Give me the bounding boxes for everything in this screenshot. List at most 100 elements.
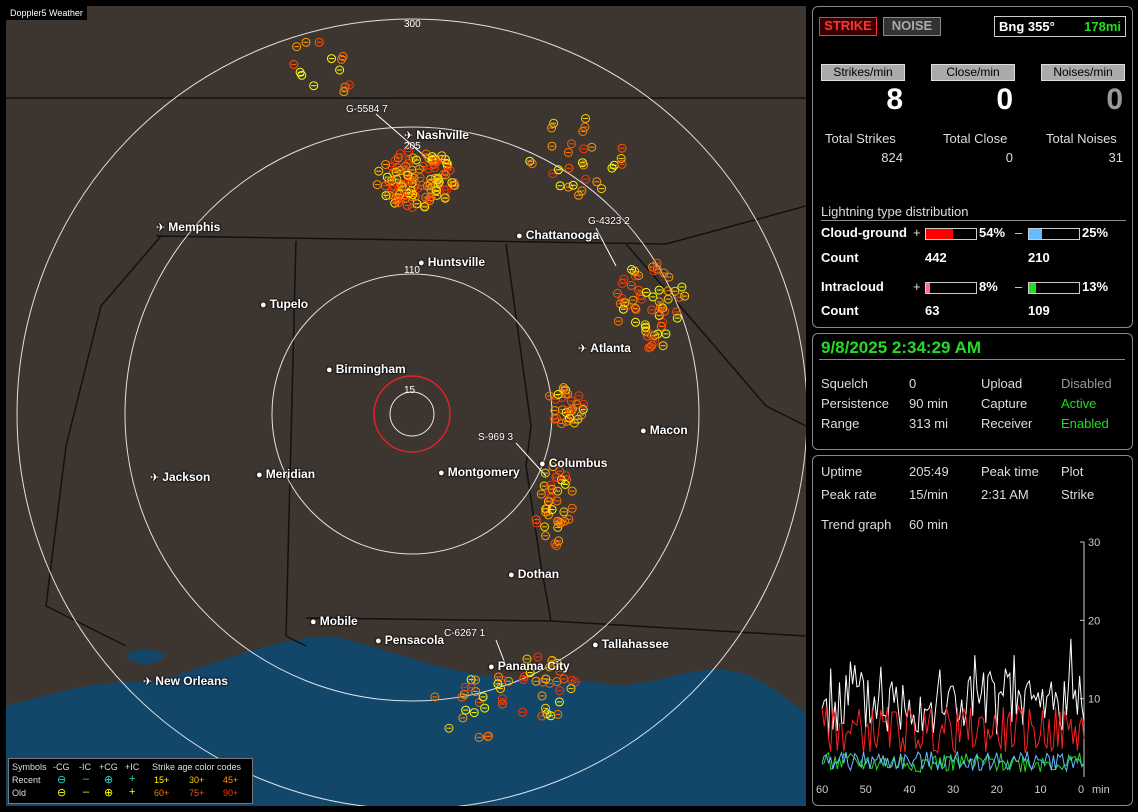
legend-header-pos-ic: +IC xyxy=(125,762,140,772)
cg-neg-bar xyxy=(1028,228,1080,240)
trend-label: Trend graph xyxy=(821,517,892,532)
range-label-205: 205 xyxy=(404,141,421,152)
counters-panel: STRIKE NOISE Bng 355° 178mi Strikes/min … xyxy=(812,6,1133,328)
strike-east-tn xyxy=(547,141,557,151)
city-dot-icon: ● xyxy=(640,425,650,437)
cg-pos-bar-fill xyxy=(926,229,953,239)
noise-toggle-button[interactable]: NOISE xyxy=(883,17,941,36)
strike-columbus xyxy=(532,518,542,528)
storm-label-3: C-6267 1 xyxy=(444,628,486,639)
strike-toggle-button[interactable]: STRIKE xyxy=(819,17,877,36)
ic-pos-bar-fill xyxy=(926,283,930,293)
city-name: Tupelo xyxy=(269,297,309,311)
persistence-label: Persistence xyxy=(821,396,889,411)
strike-east-tn xyxy=(567,139,576,149)
strike-north-ga xyxy=(674,292,684,302)
strike-nashville xyxy=(445,165,455,175)
strike-nashville xyxy=(392,195,402,205)
strike-nashville xyxy=(421,149,431,159)
city-tupelo: ● Tupelo xyxy=(260,297,308,312)
strike-nashville xyxy=(426,185,436,195)
strike-north-ga xyxy=(649,266,659,276)
strike-nashville xyxy=(381,160,391,169)
strike-nashville xyxy=(390,156,400,166)
strike-panhandle xyxy=(496,684,505,694)
strike-panhandle xyxy=(537,711,547,721)
city-name: Columbus xyxy=(548,456,608,470)
strike-nashville xyxy=(413,183,423,193)
legend-symbols-label: Symbols xyxy=(12,762,47,772)
legend-minus-old-icon: – xyxy=(83,786,90,798)
city-name: Tallahassee xyxy=(601,637,669,651)
total-strikes-label: Total Strikes xyxy=(825,131,896,146)
city-dot-icon: ● xyxy=(488,661,498,673)
strike-columbus xyxy=(567,486,577,496)
squelch-value: 0 xyxy=(909,376,917,391)
strike-nashville xyxy=(407,202,417,212)
strike-east-tn xyxy=(607,163,617,173)
city-panama-city: ● Panama City xyxy=(488,659,570,674)
strike-columbus xyxy=(555,466,565,476)
cg-pos-pct: 54% xyxy=(979,225,1006,240)
distribution-divider xyxy=(821,220,1126,221)
uptime-label: Uptime xyxy=(821,464,863,479)
strike-lagrange xyxy=(563,389,573,399)
strike-lagrange xyxy=(545,391,555,401)
receiver-value: Enabled xyxy=(1061,416,1109,431)
ic-plus-sign: + xyxy=(913,279,921,294)
city-dot-icon: ● xyxy=(539,458,549,470)
strike-panhandle xyxy=(518,707,528,717)
strike-north xyxy=(289,60,299,69)
strike-east-tn xyxy=(555,181,565,191)
strike-north xyxy=(344,80,354,90)
city-dot-icon: ● xyxy=(375,635,385,647)
strike-nashville xyxy=(394,198,403,208)
distribution-title: Lightning type distribution xyxy=(821,204,969,219)
strike-panhandle xyxy=(555,686,565,696)
storm-label-1: G-4323 2 xyxy=(588,216,630,227)
cg-neg-count: 210 xyxy=(1028,250,1050,265)
noises-min-label: Noises/min xyxy=(1041,64,1125,81)
range-ring-2 xyxy=(271,273,553,555)
city-dot-icon: ● xyxy=(438,467,448,479)
strike-gulf xyxy=(478,692,488,702)
strike-north-ga xyxy=(659,268,669,278)
range-ring-1 xyxy=(124,126,700,702)
cg-pos-count: 442 xyxy=(925,250,947,265)
strike-nashville xyxy=(387,180,397,190)
storm-track-0 xyxy=(375,113,437,167)
strike-gulf xyxy=(471,675,480,685)
city-dot-icon: ● xyxy=(418,257,428,269)
city-dot-icon: ● xyxy=(310,616,320,628)
strike-east-tn xyxy=(547,123,557,133)
trend-x-label-30: 30 xyxy=(947,784,959,796)
strike-nashville xyxy=(432,185,442,195)
strike-north-ga xyxy=(670,286,680,296)
strike-nashville xyxy=(395,149,405,159)
peak-time-label: Peak time xyxy=(981,464,1039,479)
range-label-300: 300 xyxy=(404,19,421,30)
upload-value: Disabled xyxy=(1061,376,1112,391)
city-name: Panama City xyxy=(497,659,570,673)
trend-x-label-40: 40 xyxy=(903,784,915,796)
ic-pos-count: 63 xyxy=(925,303,940,318)
receiver-label: Receiver xyxy=(981,416,1033,431)
strike-north xyxy=(327,54,336,64)
airport-icon: ✈ xyxy=(150,472,163,484)
city-pensacola: ● Pensacola xyxy=(375,633,444,648)
strike-nashville xyxy=(423,164,433,174)
lightning-map[interactable]: 300 205 110 15 ✈ Nashville ✈ Memphis ● Chatta… xyxy=(6,6,806,806)
strike-east-tn xyxy=(574,190,584,200)
strike-north-ga xyxy=(650,336,660,346)
strike-north-ga xyxy=(631,317,640,327)
peak-time-value: 2:31 AM xyxy=(981,487,1029,502)
city-name: Meridian xyxy=(265,467,316,481)
range-ring-0 xyxy=(16,18,806,806)
strike-north xyxy=(340,82,350,92)
city-name: Huntsville xyxy=(427,255,486,269)
legend-age-15: 15+ xyxy=(154,775,170,785)
strike-lagrange xyxy=(559,383,568,392)
strike-nashville xyxy=(391,167,401,177)
strike-north-ga xyxy=(663,286,673,296)
city-tallahassee: ● Tallahassee xyxy=(592,637,669,652)
